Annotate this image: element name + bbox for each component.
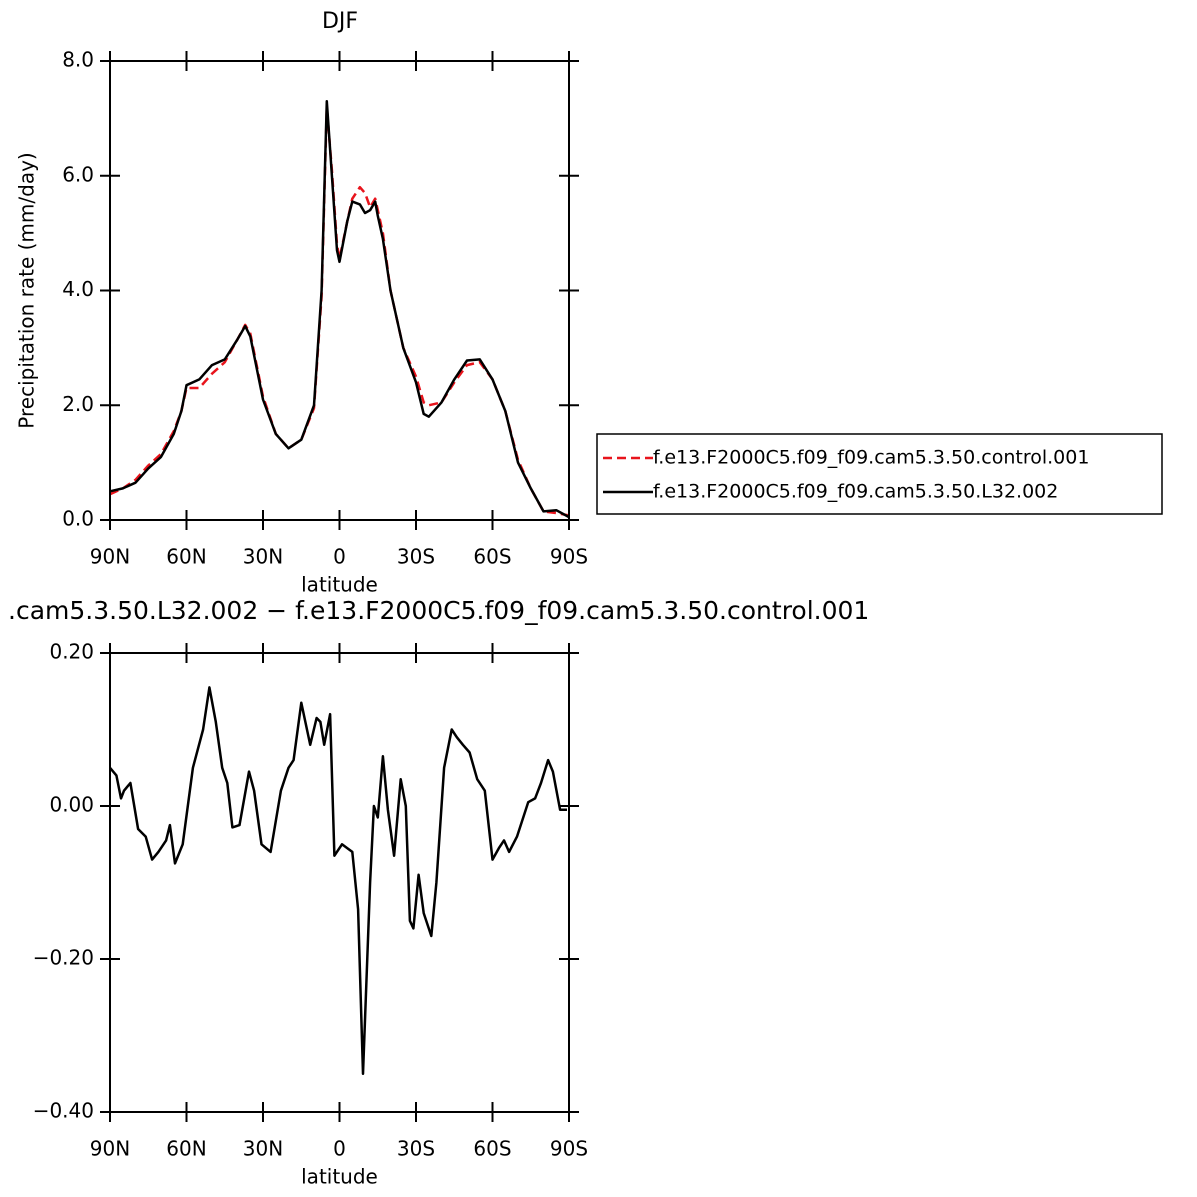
y-tick-label: 8.0	[62, 48, 94, 72]
legend: f.e13.F2000C5.f09_f09.cam5.3.50.control.…	[596, 433, 1163, 515]
y-tick-label: 6.0	[62, 162, 94, 186]
x-tick-label: 90N	[90, 1137, 130, 1161]
x-tick-label: 90S	[550, 545, 588, 569]
y-tick-label: 4.0	[62, 277, 94, 301]
data-line	[109, 99, 570, 519]
y-axis-label: Precipitation rate (mm/day)	[15, 152, 39, 428]
data-line	[109, 686, 567, 1076]
plot-frame	[109, 60, 570, 521]
x-tick-label: 60N	[166, 1137, 206, 1161]
data-line	[109, 105, 570, 517]
chart-title: DJF	[322, 9, 358, 34]
y-tick-label: 0.20	[49, 640, 94, 664]
x-tick-label: 0	[333, 545, 346, 569]
plot-frame	[109, 652, 570, 1113]
y-tick-label: 0.0	[62, 507, 94, 531]
x-axis-label: latitude	[301, 573, 378, 597]
y-tick-label: 0.00	[49, 793, 94, 817]
legend-label: f.e13.F2000C5.f09_f09.cam5.3.50.control.…	[653, 447, 1089, 469]
x-tick-label: 60S	[473, 1137, 511, 1161]
chart-title: .cam5.3.50.L32.002 − f.e13.F2000C5.f09_f…	[8, 596, 869, 625]
x-tick-label: 60S	[473, 545, 511, 569]
x-tick-label: 90N	[90, 545, 130, 569]
y-tick-label: −0.40	[33, 1099, 94, 1123]
x-tick-label: 30S	[397, 545, 435, 569]
x-tick-label: 0	[333, 1137, 346, 1161]
legend-label: f.e13.F2000C5.f09_f09.cam5.3.50.L32.002	[653, 481, 1058, 503]
x-tick-label: 30N	[243, 1137, 283, 1161]
x-tick-label: 30N	[243, 545, 283, 569]
x-tick-label: 60N	[166, 545, 206, 569]
x-tick-label: 30S	[397, 1137, 435, 1161]
x-tick-label: 90S	[550, 1137, 588, 1161]
legend-box	[596, 433, 1163, 515]
y-tick-label: −0.20	[33, 946, 94, 970]
y-tick-label: 2.0	[62, 392, 94, 416]
x-axis-label: latitude	[301, 1165, 378, 1189]
